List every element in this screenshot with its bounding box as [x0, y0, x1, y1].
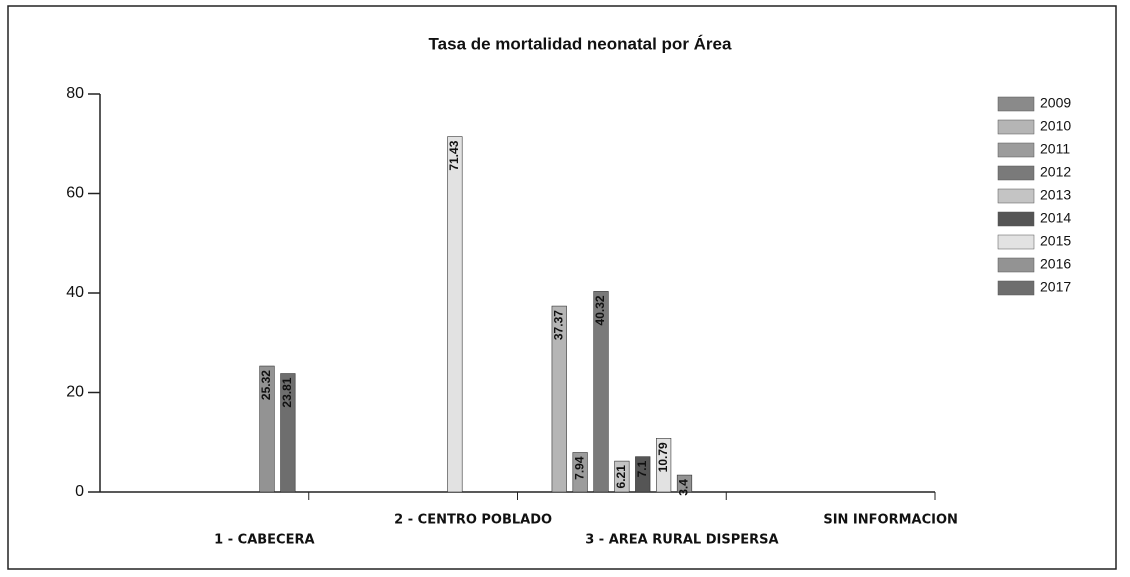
x-tick-label: SIN INFORMACION [823, 513, 958, 528]
legend-label: 2014 [1040, 210, 1071, 226]
y-tick-label: 0 [75, 483, 84, 500]
data-label: 7.94 [572, 456, 586, 480]
bar [572, 452, 588, 493]
x-tick-label: 2 - CENTRO POBLADO [394, 513, 552, 528]
x-tick-label: 1 - CABECERA [214, 533, 314, 548]
data-label: 3.4 [677, 479, 691, 496]
bar [614, 460, 630, 493]
legend-label: 2009 [1040, 95, 1071, 111]
bar [259, 365, 275, 493]
data-label: 25.32 [259, 370, 273, 400]
bar [551, 305, 567, 493]
legend-label: 2012 [1040, 164, 1071, 180]
legend-swatch [997, 119, 1035, 135]
legend-swatch [997, 96, 1035, 112]
y-tick-label: 20 [66, 384, 84, 401]
data-label: 6.21 [614, 465, 628, 489]
bar [635, 456, 651, 493]
legend-swatch [997, 165, 1035, 181]
data-label: 23.81 [280, 377, 294, 407]
x-tick-label: 3 - AREA RURAL DISPERSA [585, 533, 778, 548]
data-label: 7.1 [635, 460, 649, 477]
bar [280, 373, 296, 493]
legend-label: 2013 [1040, 187, 1071, 203]
frame [7, 5, 1117, 570]
legend-swatch [997, 188, 1035, 204]
legend-swatch [997, 142, 1035, 158]
data-label: 37.37 [551, 310, 565, 340]
y-tick-label: 40 [66, 284, 84, 301]
legend-label: 2017 [1040, 279, 1071, 295]
y-tick-label: 60 [66, 185, 84, 202]
legend-swatch [997, 280, 1035, 296]
legend-label: 2015 [1040, 233, 1071, 249]
legend-label: 2011 [1040, 141, 1070, 157]
legend-label: 2016 [1040, 256, 1071, 272]
legend-label: 2010 [1040, 118, 1071, 134]
chart-title: Tasa de mortalidad neonatal por Área [429, 34, 732, 53]
data-label: 71.43 [447, 140, 461, 170]
bar [593, 291, 609, 493]
legend-swatch [997, 257, 1035, 273]
bar [656, 438, 672, 493]
data-label: 10.79 [656, 442, 670, 472]
data-label: 40.32 [593, 295, 607, 325]
bar [447, 136, 463, 493]
bar [676, 474, 693, 493]
y-tick-label: 80 [66, 85, 84, 102]
legend-swatch [997, 234, 1035, 250]
legend-swatch [997, 211, 1035, 227]
